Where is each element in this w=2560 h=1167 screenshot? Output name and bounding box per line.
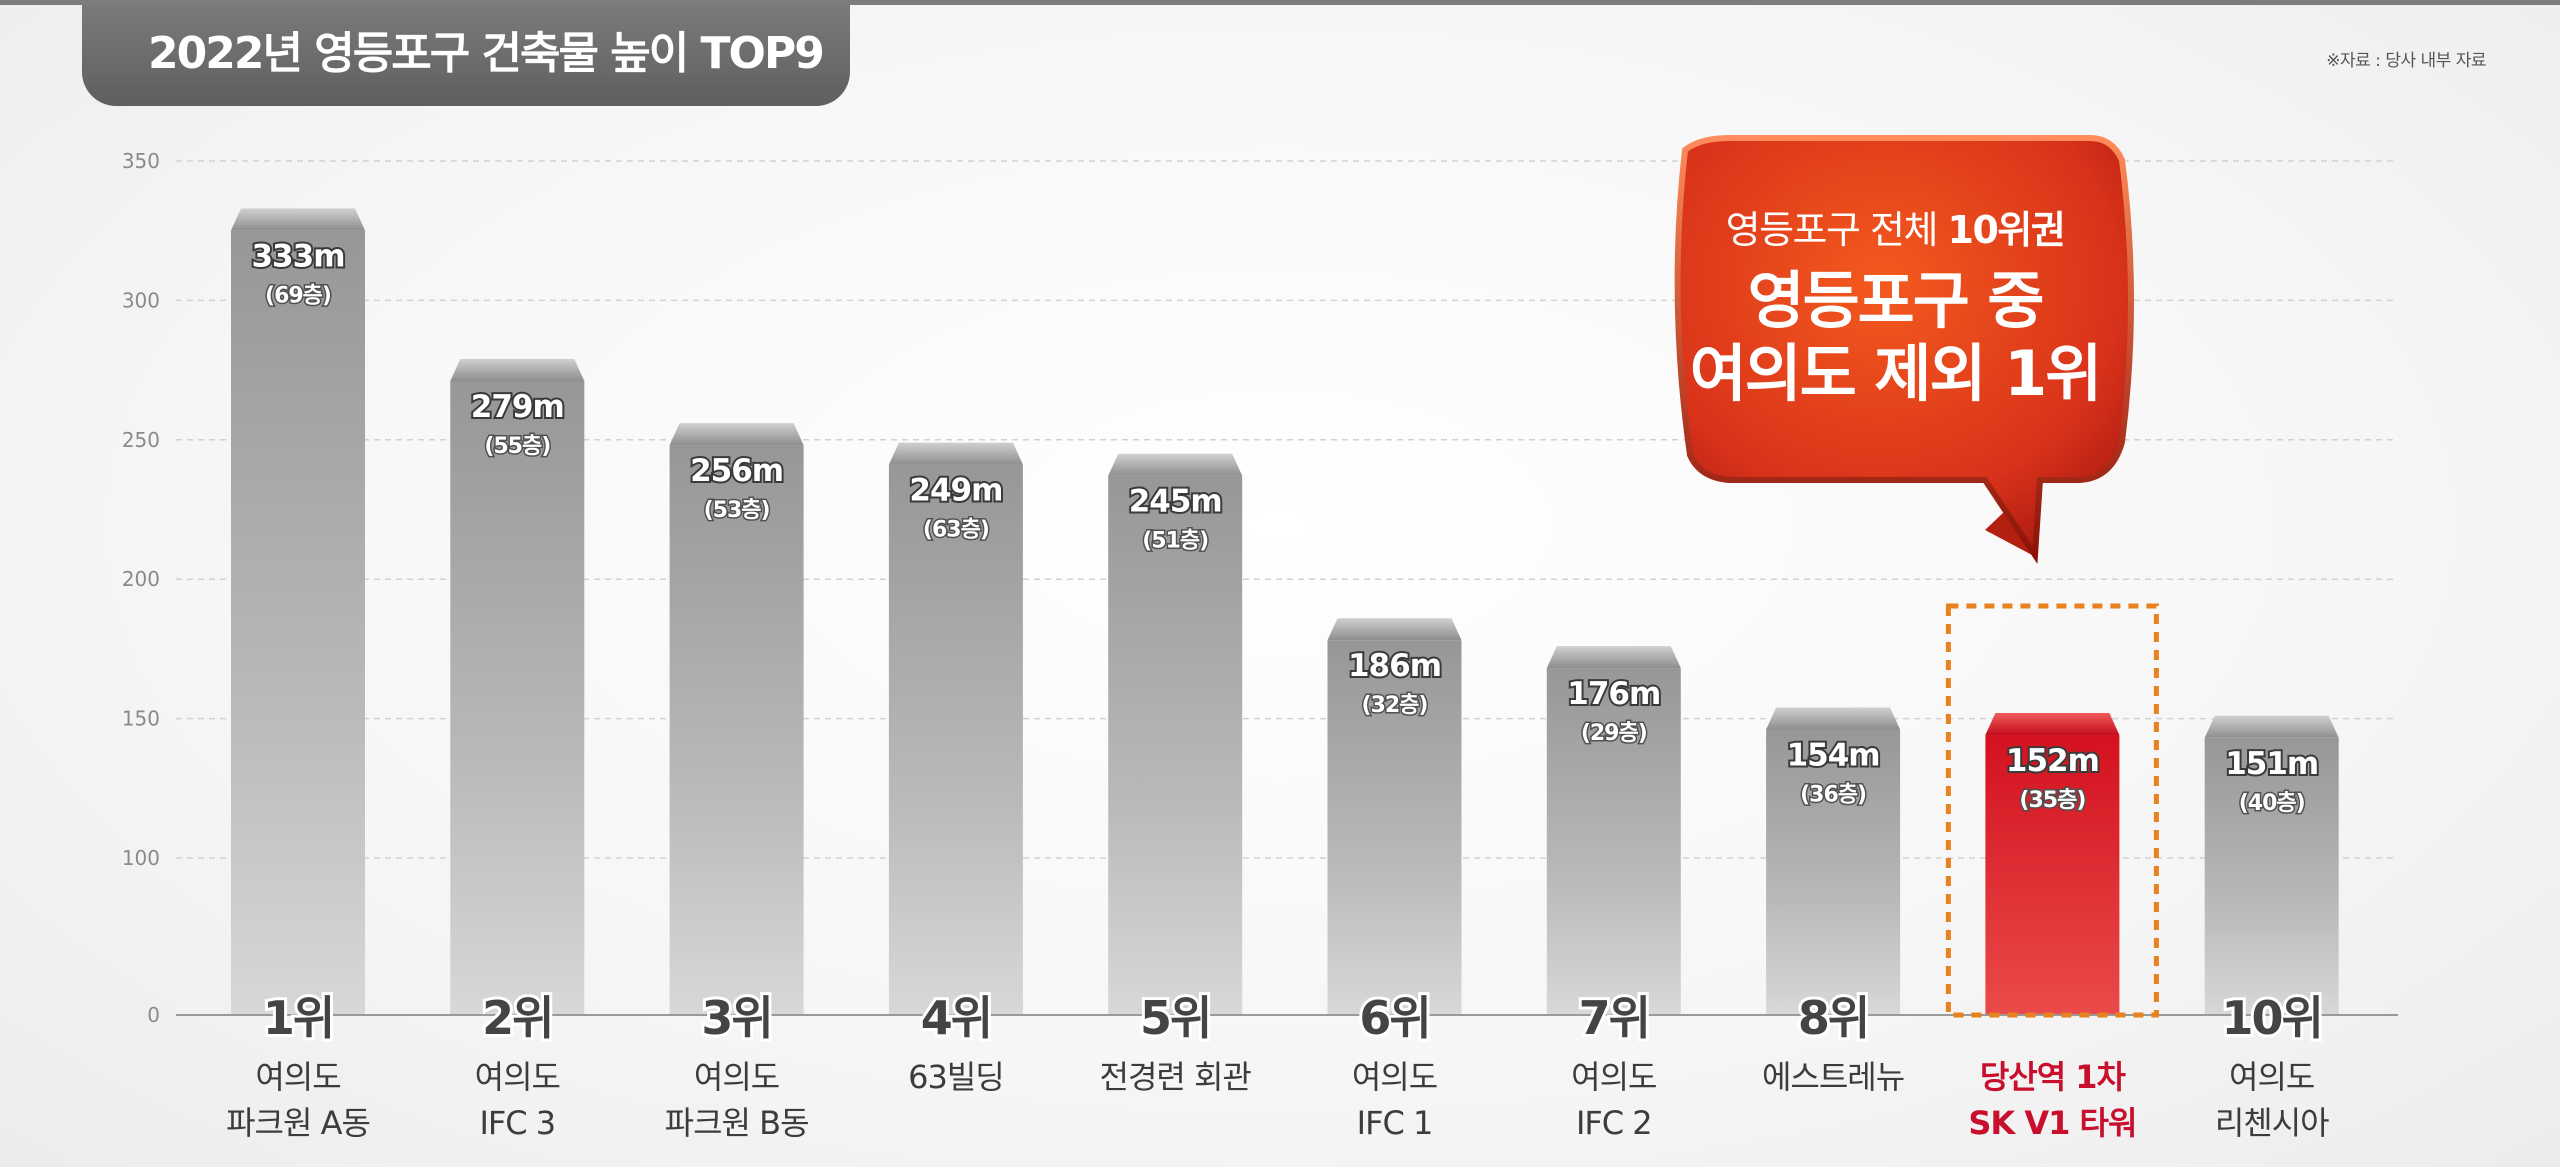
bar-value-label: 176m xyxy=(1567,676,1660,712)
rank-label: 1위 xyxy=(263,991,333,1045)
bar-floor-label: (63층) xyxy=(923,518,989,543)
y-tick-label: 150 xyxy=(122,707,160,731)
callout-line2: 영등포구 중 xyxy=(1748,264,2043,337)
y-tick-label: 200 xyxy=(122,567,160,591)
bar xyxy=(1766,729,1901,1015)
category-label: SK V1 타워 xyxy=(1968,1104,2136,1142)
category-label: 파크원 A동 xyxy=(226,1104,370,1142)
bar-floor-label: (36층) xyxy=(1800,782,1866,807)
category-label: 여의도 xyxy=(475,1058,560,1096)
category-label: 여의도 xyxy=(694,1058,779,1096)
title-tab xyxy=(82,5,850,106)
bar-floor-label: (55층) xyxy=(484,434,550,459)
bar xyxy=(669,445,804,1015)
bar-floor-label: (69층) xyxy=(265,283,331,308)
y-tick-label: 0 xyxy=(147,1003,160,1027)
bar-floor-label: (35층) xyxy=(2019,788,2085,813)
rank-label: 3위 xyxy=(701,991,771,1045)
rank-label: 2위 xyxy=(482,991,552,1045)
bar-floor-label: (53층) xyxy=(704,498,770,523)
callout-line1-prefix: 영등포구 전체 xyxy=(1726,208,1948,252)
bar-value-label: 249m xyxy=(909,473,1002,509)
category-label: 여의도 xyxy=(1571,1058,1656,1096)
category-label: 여의도 xyxy=(2229,1058,2314,1096)
bar-floor-label: (29층) xyxy=(1581,721,1647,746)
bar xyxy=(1108,475,1243,1015)
category-label: 파크원 B동 xyxy=(665,1104,809,1142)
rank-label: 8위 xyxy=(1798,991,1868,1045)
bar-cap xyxy=(231,208,365,231)
bar-cap xyxy=(1108,453,1243,476)
category-label: 여의도 xyxy=(255,1058,340,1096)
y-axis: 0 100 150 200 250 300 350 xyxy=(122,149,160,1027)
callout-line1-emphasis: 10위권 xyxy=(1948,208,2065,252)
source-note: ※자료 : 당사 내부 자료 xyxy=(2326,51,2486,71)
category-label: 에스트레뉴 xyxy=(1762,1058,1904,1096)
callout-line3: 여의도 제외 1위 xyxy=(1690,337,2101,410)
bar-value-label: 152m xyxy=(2006,743,2099,779)
category-label: 당산역 1차 xyxy=(1980,1058,2127,1096)
bar xyxy=(231,230,365,1015)
category-label: IFC 3 xyxy=(479,1104,555,1142)
bar-cap xyxy=(1985,713,2120,736)
bar xyxy=(888,464,1023,1015)
category-label: IFC 2 xyxy=(1576,1104,1652,1142)
bar xyxy=(1327,640,1462,1015)
bar xyxy=(2204,737,2339,1015)
bar-cap xyxy=(1546,646,1681,669)
callout-line1: 영등포구 전체 10위권 xyxy=(1726,208,2065,252)
bar-value-label: 245m xyxy=(1129,484,1222,520)
bar xyxy=(450,380,585,1015)
callout-bubble: 영등포구 전체 10위권 영등포구 중 여의도 제외 1위 xyxy=(1674,135,2134,565)
bar-value-label: 186m xyxy=(1348,648,1441,684)
category-label: IFC 1 xyxy=(1357,1104,1433,1142)
category-label: 63빌딩 xyxy=(908,1058,1004,1096)
bar-cap xyxy=(669,423,804,446)
bar-value-label: 151m xyxy=(2225,746,2318,782)
bar-cap xyxy=(888,442,1023,465)
bar xyxy=(1546,668,1681,1015)
bar-cap xyxy=(450,358,585,381)
category-label: 여의도 xyxy=(1352,1058,1437,1096)
bar-floor-label: (32층) xyxy=(1362,693,1428,718)
bar xyxy=(1985,735,2120,1015)
y-tick-label: 100 xyxy=(122,846,160,870)
y-tick-label: 250 xyxy=(122,428,160,452)
bar-cap xyxy=(2204,715,2339,738)
y-tick-label: 300 xyxy=(122,288,160,312)
bar-value-label: 154m xyxy=(1787,737,1880,773)
bar-floor-label: (40층) xyxy=(2239,791,2305,816)
bar-value-label: 256m xyxy=(690,453,783,489)
bar-value-label: 333m xyxy=(251,238,344,274)
top-border-line xyxy=(0,0,2560,5)
highlight-outline xyxy=(1945,603,2159,1018)
category-label: 리첸시아 xyxy=(2215,1104,2329,1142)
category-label: 전경련 회관 xyxy=(1100,1058,1252,1096)
y-tick-label: 350 xyxy=(122,149,160,173)
rank-label: 5위 xyxy=(1140,991,1210,1045)
chart-title: 2022년 영등포구 건축물 높이 TOP9 xyxy=(148,28,825,79)
rank-label: 10위 xyxy=(2222,991,2322,1045)
bar-cap xyxy=(1766,707,1901,730)
bar-cap xyxy=(1327,618,1462,641)
bar-floor-label: (51층) xyxy=(1142,529,1208,554)
bars xyxy=(231,208,2339,1015)
rank-label: 7위 xyxy=(1579,991,1649,1045)
bar-value-label: 279m xyxy=(471,389,564,425)
rank-label: 6위 xyxy=(1359,991,1429,1045)
rank-label: 4위 xyxy=(921,991,991,1045)
